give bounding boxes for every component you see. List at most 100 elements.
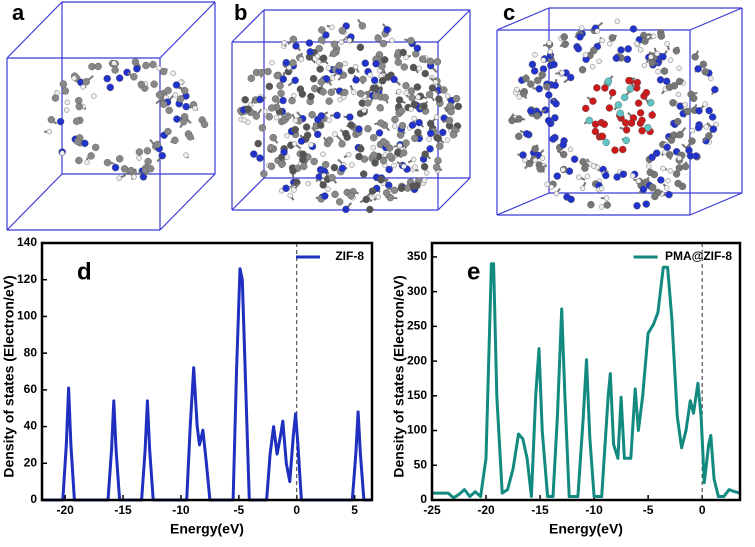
x-tick-label: -20 bbox=[56, 503, 74, 517]
atom bbox=[651, 193, 658, 200]
cube-edge bbox=[160, 174, 215, 230]
atom bbox=[577, 33, 584, 40]
atom bbox=[410, 183, 417, 190]
atom bbox=[692, 53, 699, 60]
atom bbox=[435, 157, 442, 164]
atom bbox=[368, 72, 373, 77]
atom bbox=[657, 76, 664, 83]
atom bbox=[346, 114, 353, 121]
atom bbox=[571, 156, 578, 163]
atom bbox=[371, 145, 376, 150]
atom bbox=[391, 116, 398, 123]
atom bbox=[290, 36, 297, 43]
atom bbox=[266, 113, 273, 120]
atom bbox=[138, 81, 145, 88]
atom bbox=[357, 145, 364, 152]
atom bbox=[537, 165, 544, 172]
atom bbox=[92, 144, 99, 151]
atom bbox=[647, 169, 654, 176]
atom bbox=[539, 71, 546, 78]
atom bbox=[639, 117, 646, 124]
atom bbox=[144, 147, 151, 154]
dos-line bbox=[42, 269, 372, 500]
atom bbox=[666, 151, 673, 158]
atom bbox=[609, 34, 616, 41]
atom bbox=[414, 129, 421, 136]
atom bbox=[536, 85, 543, 92]
atom bbox=[366, 206, 373, 213]
atom bbox=[274, 72, 281, 79]
atom bbox=[307, 48, 314, 55]
dos-line bbox=[432, 264, 740, 498]
atom bbox=[299, 57, 304, 62]
atom bbox=[439, 129, 446, 136]
atom bbox=[523, 130, 530, 137]
atom bbox=[434, 115, 439, 120]
molecular-structures bbox=[7, 2, 742, 230]
atom bbox=[150, 61, 157, 68]
atom bbox=[550, 136, 557, 143]
atom bbox=[582, 105, 589, 112]
cube-edge bbox=[160, 2, 215, 58]
atom bbox=[668, 168, 673, 173]
y-tick-label: 0 bbox=[420, 492, 427, 506]
atom bbox=[568, 147, 573, 152]
atom bbox=[637, 109, 644, 116]
atom bbox=[372, 159, 379, 166]
atom bbox=[299, 156, 306, 163]
y-tick-label: 150 bbox=[407, 388, 427, 402]
atom bbox=[85, 160, 90, 165]
legend-label: ZIF-8 bbox=[335, 249, 364, 263]
y-tick-label: 80 bbox=[24, 345, 38, 359]
atom bbox=[316, 60, 321, 65]
atom bbox=[624, 56, 631, 63]
atom bbox=[514, 87, 519, 92]
atom bbox=[604, 202, 611, 209]
atom bbox=[166, 107, 173, 114]
x-tick-label: -15 bbox=[531, 503, 549, 517]
atom bbox=[710, 126, 717, 133]
cube-edge bbox=[232, 178, 264, 210]
atom bbox=[280, 97, 287, 104]
atom bbox=[299, 91, 306, 98]
atom bbox=[677, 156, 682, 161]
atom bbox=[341, 89, 348, 96]
atom bbox=[154, 141, 161, 148]
atom bbox=[184, 153, 189, 158]
atom bbox=[450, 131, 457, 138]
atom bbox=[636, 178, 641, 183]
atom bbox=[242, 96, 249, 103]
atom bbox=[708, 76, 713, 81]
atom bbox=[370, 134, 377, 141]
atom bbox=[116, 155, 123, 162]
atom bbox=[329, 174, 336, 181]
atom bbox=[242, 118, 247, 123]
atom bbox=[547, 40, 552, 45]
atom bbox=[677, 66, 682, 71]
atom bbox=[353, 76, 360, 83]
atom bbox=[292, 126, 299, 133]
atom bbox=[281, 148, 288, 155]
atom bbox=[684, 108, 691, 115]
atom bbox=[433, 134, 440, 141]
atom bbox=[364, 125, 371, 132]
atom bbox=[60, 81, 67, 88]
atom bbox=[532, 145, 539, 152]
atom bbox=[390, 38, 395, 43]
atom bbox=[339, 140, 346, 147]
atom bbox=[412, 165, 417, 170]
atom bbox=[706, 107, 713, 114]
atom bbox=[62, 88, 69, 95]
atom bbox=[433, 164, 440, 171]
atom bbox=[398, 185, 405, 192]
atom bbox=[353, 64, 358, 69]
atom bbox=[661, 68, 668, 75]
y-tick-label: 20 bbox=[24, 455, 38, 469]
atom bbox=[527, 107, 534, 114]
atom bbox=[604, 196, 609, 201]
x-tick-label: -20 bbox=[477, 503, 495, 517]
atom bbox=[112, 67, 119, 74]
atom bbox=[711, 86, 718, 93]
atom bbox=[377, 104, 384, 111]
atom bbox=[72, 76, 77, 81]
